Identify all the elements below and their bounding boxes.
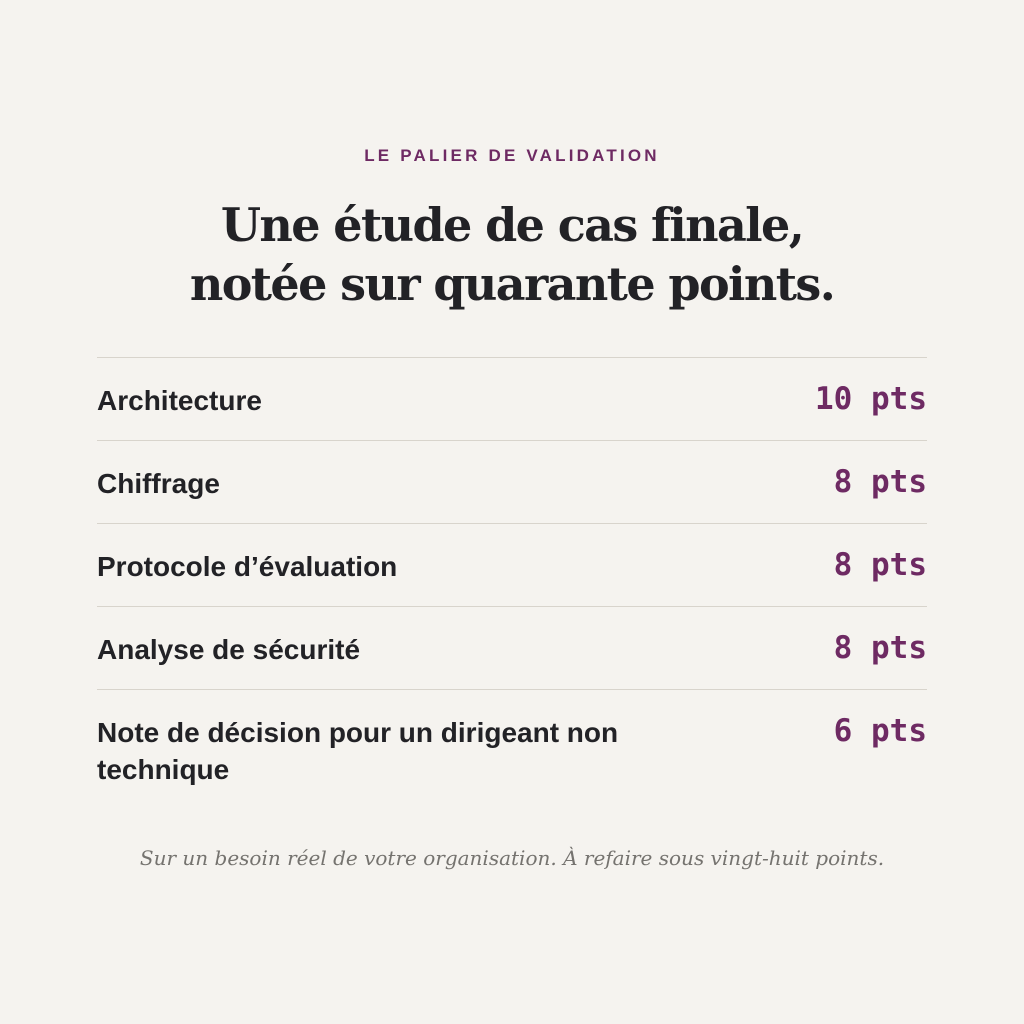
criterion-points: 8 pts (833, 547, 927, 583)
validation-card: LE PALIER DE VALIDATION Une étude de cas… (97, 0, 927, 1024)
criterion-label: Analyse de sécurité (97, 634, 361, 665)
criterion-label: Architecture (97, 385, 262, 416)
scoring-table: Architecture 10 pts Chiffrage 8 pts Prot… (97, 357, 927, 800)
criterion-points: 8 pts (833, 464, 927, 500)
score-row-securite: Analyse de sécurité 8 pts (97, 607, 927, 690)
page-title: Une étude de cas finale, notée sur quara… (57, 196, 967, 314)
score-row-note-decision: Note de décision pour un dirigeant non t… (97, 690, 927, 800)
score-row-architecture: Architecture 10 pts (97, 358, 927, 441)
score-row-protocole: Protocole d’évaluation 8 pts (97, 524, 927, 607)
page-title-line-2: notée sur quarante points. (189, 257, 836, 311)
criterion-label: Chiffrage (97, 468, 220, 499)
criterion-points: 6 pts (833, 713, 927, 749)
criterion-label: Protocole d’évaluation (97, 551, 398, 582)
page-title-line-1: Une étude de cas finale, (220, 198, 805, 252)
criterion-points: 10 pts (815, 381, 927, 417)
score-row-chiffrage: Chiffrage 8 pts (97, 441, 927, 524)
footnote: Sur un besoin réel de votre organisation… (139, 846, 885, 870)
criterion-points: 8 pts (833, 630, 927, 666)
eyebrow-label: LE PALIER DE VALIDATION (364, 146, 660, 165)
criterion-label: Note de décision pour un dirigeant non t… (97, 717, 619, 785)
